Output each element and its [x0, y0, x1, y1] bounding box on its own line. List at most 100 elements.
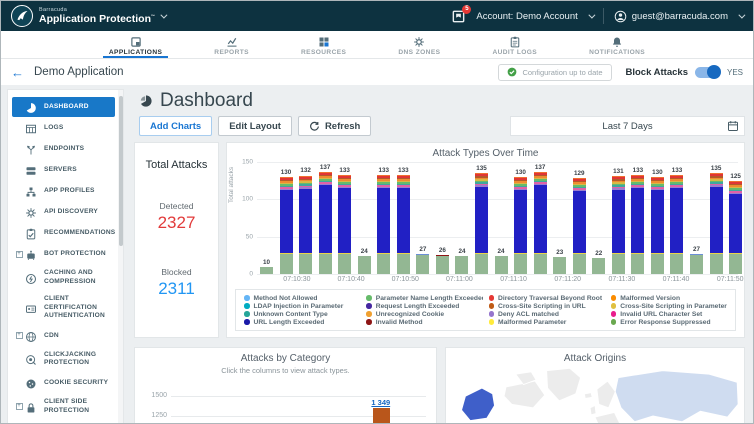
sidebar-item-client-side-protection[interactable]: + CLIENT SIDE PROTECTION	[12, 394, 115, 419]
expander-plus-icon[interactable]: +	[14, 250, 24, 258]
stacked-bar[interactable]: 133	[396, 167, 410, 274]
sidebar-item-app-profiles[interactable]: APP PROFILES	[12, 181, 115, 201]
stacked-bar[interactable]: 137	[318, 164, 332, 274]
map-europe[interactable]	[594, 411, 621, 424]
legend-item-ldap-injection-in-parameter[interactable]: LDAP Injection in Parameter	[244, 302, 360, 310]
x-tick-label: 07:11:20	[554, 276, 582, 283]
legend-item-error-response-suppressed[interactable]: Error Response Suppressed	[610, 318, 727, 326]
attacks-by-category-title: Attacks by Category	[240, 353, 331, 364]
category-bar[interactable]	[372, 408, 390, 423]
legend-item-deny-acl-matched[interactable]: Deny ACL matched	[488, 310, 605, 318]
legend-item-directory-traversal-beyond-root[interactable]: Directory Traversal Beyond Root	[488, 294, 605, 302]
sidebar-item-dashboard[interactable]: DASHBOARD	[12, 97, 115, 117]
tab-dns-zones[interactable]: DNS ZONES	[392, 31, 446, 58]
sidebar-item-caching-and-compression[interactable]: CACHING AND COMPRESSION	[12, 265, 115, 290]
category-bar-value-link[interactable]: 1 349	[371, 398, 391, 408]
sidebar-item-endpoints[interactable]: ENDPOINTS	[12, 139, 115, 159]
legend-item-request-length-exceeded[interactable]: Request Length Exceeded	[366, 302, 482, 310]
refresh-button[interactable]: Refresh	[297, 116, 372, 136]
sidebar-item-clickjacking-protection[interactable]: CLICKJACKING PROTECTION	[12, 347, 115, 372]
stacked-bar[interactable]: 24	[494, 248, 508, 274]
legend-item-method-not-allowed[interactable]: Method Not Allowed	[244, 294, 360, 302]
bot-protection-icon	[24, 248, 38, 260]
map-canada[interactable]	[503, 380, 546, 409]
account-menu[interactable]: Account: Demo Account	[476, 11, 596, 22]
legend-item-unrecognized-cookie[interactable]: Unrecognized Cookie	[366, 310, 482, 318]
stacked-bar[interactable]: 24	[357, 248, 371, 274]
legend-item-cross-site-scripting-in-parameter[interactable]: Cross-Site Scripting in Parameter	[610, 302, 727, 310]
map-canada-islands[interactable]	[514, 371, 537, 386]
sidebar-item-data-theft-protection[interactable]: DATA THEFT PROTECTION	[12, 420, 115, 423]
stacked-bar[interactable]: 137	[533, 164, 547, 274]
stacked-bar[interactable]: 135	[709, 165, 723, 274]
tab-audit-logs[interactable]: AUDIT LOGS	[486, 31, 543, 58]
legend-item-malformed-version[interactable]: Malformed Version	[610, 294, 727, 302]
user-menu[interactable]: guest@barracuda.com	[614, 10, 746, 23]
notifications-flag-icon[interactable]: 5	[451, 4, 472, 24]
x-tick-label: 07:11:10	[500, 276, 527, 283]
stacked-bar[interactable]: 22	[592, 250, 606, 274]
legend-item-url-length-exceeded[interactable]: URL Length Exceeded	[244, 318, 360, 326]
tab-applications[interactable]: APPLICATIONS	[102, 31, 169, 58]
stacked-bar[interactable]: 130	[514, 169, 528, 274]
block-attacks-toggle[interactable]	[694, 65, 721, 79]
stacked-bar[interactable]: 27	[690, 246, 704, 274]
bar-segment	[318, 177, 332, 180]
map-greenland[interactable]	[546, 367, 581, 402]
stacked-bar[interactable]: 130	[650, 169, 664, 274]
brand-chevron-down-icon[interactable]	[160, 11, 168, 19]
stacked-bar[interactable]: 133	[338, 167, 352, 274]
bar-segment	[318, 176, 332, 178]
stacked-bar[interactable]: 27	[416, 246, 430, 274]
sidebar-item-servers[interactable]: SERVERS	[12, 160, 115, 180]
tab-notifications[interactable]: NOTIFICATIONS	[583, 31, 651, 58]
legend-item-cross-site-scripting-in-url[interactable]: Cross-Site Scripting in URL	[488, 302, 605, 310]
add-charts-button[interactable]: Add Charts	[139, 116, 213, 136]
tab-label: APPLICATIONS	[108, 49, 163, 56]
stacked-bar[interactable]: 135	[475, 165, 489, 274]
legend-item-malformed-parameter[interactable]: Malformed Parameter	[488, 318, 605, 326]
legend-item-parameter-name-length-exceeded[interactable]: Parameter Name Length Exceeded	[366, 294, 483, 302]
tab-resources[interactable]: RESOURCES	[295, 31, 352, 58]
sidebar-item-bot-protection[interactable]: + BOT PROTECTION	[12, 244, 115, 264]
map-alaska[interactable]	[461, 387, 495, 422]
legend-item-invalid-url-character-set[interactable]: Invalid URL Character Set	[610, 310, 727, 318]
legend-item-unknown-content-type[interactable]: Unknown Content Type	[244, 310, 360, 318]
stacked-bar[interactable]: 26	[435, 247, 449, 274]
bar-segment	[377, 174, 391, 176]
sidebar-item-logs[interactable]: LOGS	[12, 118, 115, 138]
map-iceland[interactable]	[583, 392, 593, 400]
bar-segment	[650, 188, 664, 191]
stacked-bar[interactable]: 131	[611, 168, 625, 274]
sidebar-scrollbar-thumb[interactable]	[118, 96, 123, 246]
sidebar-item-cookie-security[interactable]: COOKIE SECURITY	[12, 373, 115, 393]
stacked-bar[interactable]: 24	[455, 248, 469, 274]
stacked-bar[interactable]: 133	[631, 167, 645, 274]
world-map[interactable]	[450, 366, 740, 424]
sidebar-item-cdn[interactable]: + CDN	[12, 326, 115, 346]
sidebar-item-client-certification-authentication[interactable]: CLIENT CERTIFICATION AUTHENTICATION	[12, 291, 115, 325]
tab-reports[interactable]: REPORTS	[208, 31, 255, 58]
sidebar-item-recommendations[interactable]: RECOMMENDATIONS	[12, 223, 115, 243]
edit-layout-button[interactable]: Edit Layout	[218, 116, 292, 136]
legend-item-invalid-method[interactable]: Invalid Method	[366, 318, 482, 326]
stacked-bar[interactable]: 132	[299, 167, 313, 274]
configuration-status-button[interactable]: Configuration up to date	[498, 63, 612, 81]
stacked-bar[interactable]: 133	[377, 167, 391, 274]
stacked-bar[interactable]: 129	[572, 170, 586, 274]
bar-segment	[279, 185, 293, 188]
stacked-bar[interactable]: 133	[670, 167, 684, 274]
map-scandinavia[interactable]	[596, 380, 616, 409]
back-arrow-icon[interactable]: ←	[11, 64, 24, 80]
stacked-bar[interactable]: 130	[279, 169, 293, 274]
map-russia[interactable]	[614, 370, 739, 423]
sidebar-item-api-discovery[interactable]: API DISCOVERY	[12, 202, 115, 222]
sidebar-scrollbar[interactable]	[118, 90, 123, 423]
expander-plus-icon[interactable]: +	[14, 403, 24, 410]
stacked-bar[interactable]: 10	[260, 259, 273, 274]
date-range-select[interactable]: Last 7 Days	[510, 116, 745, 136]
stacked-bar[interactable]: 125	[729, 173, 743, 274]
map-uk[interactable]	[589, 404, 597, 416]
stacked-bar[interactable]: 23	[553, 249, 567, 274]
expander-plus-icon[interactable]: +	[14, 332, 24, 340]
